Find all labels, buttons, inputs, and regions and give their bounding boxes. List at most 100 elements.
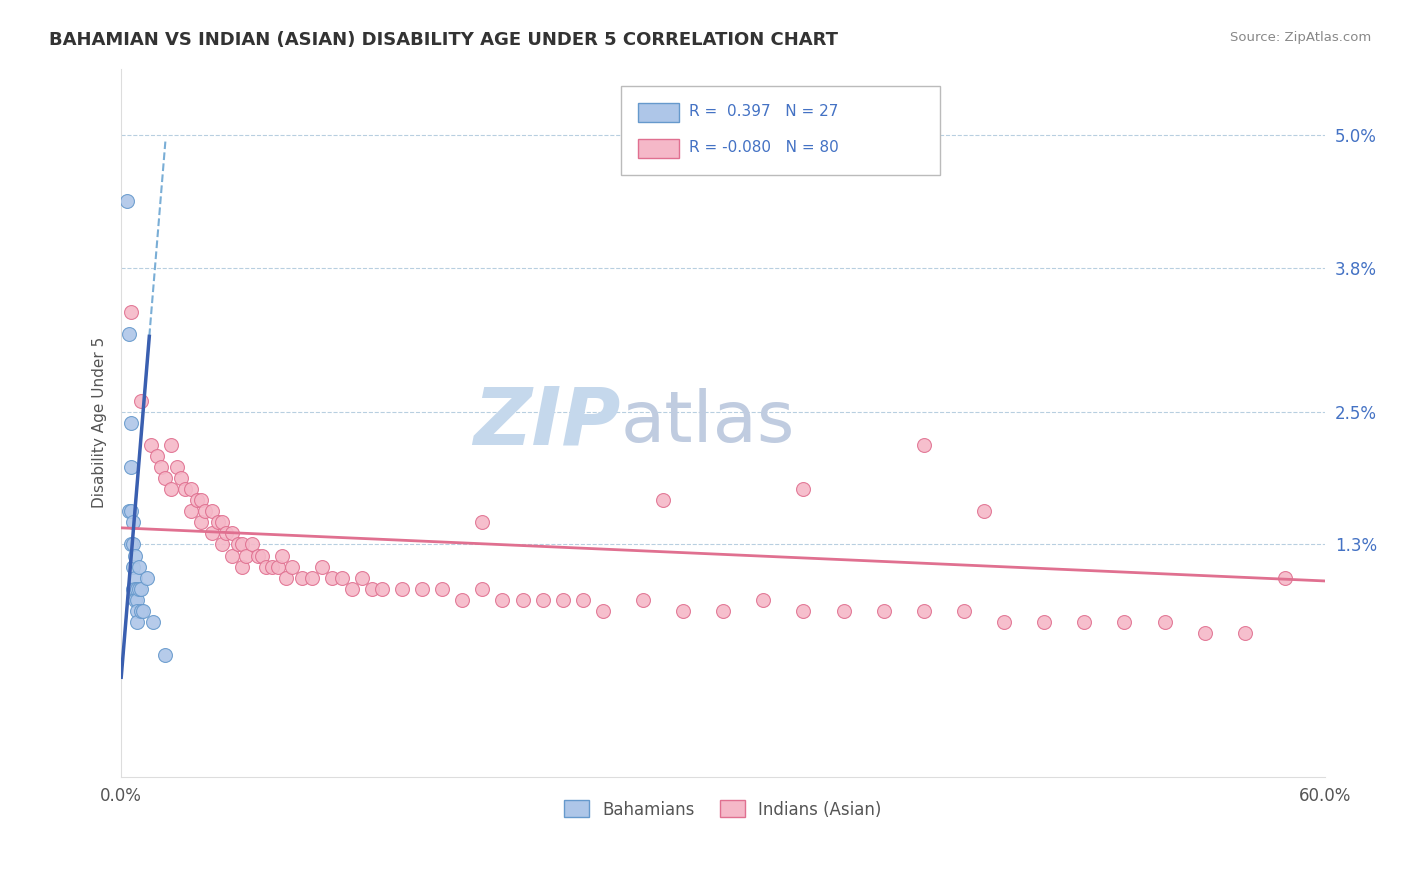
Point bbox=[200, 526, 222, 541]
Point bbox=[711, 604, 734, 618]
Point bbox=[190, 516, 212, 530]
Point bbox=[150, 460, 173, 475]
Point bbox=[231, 537, 253, 551]
Point bbox=[281, 559, 304, 574]
Legend: Bahamians, Indians (Asian): Bahamians, Indians (Asian) bbox=[558, 794, 889, 825]
Point bbox=[122, 537, 145, 551]
Point bbox=[122, 582, 145, 596]
Point bbox=[551, 592, 574, 607]
Point bbox=[471, 516, 494, 530]
Point bbox=[254, 559, 277, 574]
Text: R =  0.397   N = 27: R = 0.397 N = 27 bbox=[689, 103, 839, 119]
Point bbox=[129, 604, 152, 618]
Point bbox=[186, 493, 208, 508]
Point bbox=[122, 516, 145, 530]
Point bbox=[592, 604, 614, 618]
Point bbox=[221, 549, 243, 563]
Point bbox=[221, 526, 243, 541]
Point bbox=[127, 592, 149, 607]
Point bbox=[174, 482, 197, 496]
Point bbox=[211, 537, 233, 551]
Point bbox=[120, 460, 142, 475]
Point bbox=[1114, 615, 1136, 629]
Point bbox=[571, 592, 593, 607]
Point bbox=[146, 449, 169, 463]
Point bbox=[194, 504, 217, 518]
Point bbox=[1153, 615, 1175, 629]
Point bbox=[631, 592, 654, 607]
Point bbox=[120, 504, 142, 518]
Point bbox=[371, 582, 394, 596]
Point bbox=[231, 559, 253, 574]
Point bbox=[752, 592, 775, 607]
FancyBboxPatch shape bbox=[638, 103, 679, 121]
Point bbox=[311, 559, 333, 574]
Point bbox=[471, 582, 494, 596]
Point bbox=[124, 582, 146, 596]
Point bbox=[391, 582, 413, 596]
Point bbox=[200, 504, 222, 518]
Point bbox=[361, 582, 384, 596]
Point bbox=[321, 571, 343, 585]
Text: R = -0.080   N = 80: R = -0.080 N = 80 bbox=[689, 140, 839, 155]
Point bbox=[491, 592, 513, 607]
Point bbox=[291, 571, 314, 585]
Point bbox=[122, 559, 145, 574]
Point bbox=[912, 604, 935, 618]
Point bbox=[792, 482, 814, 496]
Point bbox=[180, 504, 202, 518]
Point bbox=[190, 493, 212, 508]
Point bbox=[1274, 571, 1296, 585]
Text: BAHAMIAN VS INDIAN (ASIAN) DISABILITY AGE UNDER 5 CORRELATION CHART: BAHAMIAN VS INDIAN (ASIAN) DISABILITY AG… bbox=[49, 31, 838, 49]
Point bbox=[207, 516, 229, 530]
Point bbox=[120, 537, 142, 551]
Point bbox=[451, 592, 474, 607]
Point bbox=[432, 582, 454, 596]
Point bbox=[350, 571, 373, 585]
FancyBboxPatch shape bbox=[638, 139, 679, 159]
Point bbox=[155, 648, 177, 662]
Point bbox=[160, 482, 183, 496]
Point bbox=[128, 559, 150, 574]
Point bbox=[120, 305, 142, 319]
Point bbox=[832, 604, 855, 618]
Point bbox=[235, 549, 257, 563]
Point bbox=[166, 460, 188, 475]
Point bbox=[124, 549, 146, 563]
Point bbox=[260, 559, 283, 574]
Point bbox=[115, 194, 138, 209]
Point bbox=[652, 493, 675, 508]
Point bbox=[1033, 615, 1056, 629]
Point bbox=[1073, 615, 1095, 629]
Point bbox=[270, 549, 292, 563]
Point bbox=[214, 526, 236, 541]
Point bbox=[226, 537, 249, 551]
Point bbox=[246, 549, 269, 563]
Point bbox=[170, 471, 193, 485]
Point bbox=[160, 438, 183, 452]
Point bbox=[127, 615, 149, 629]
Point bbox=[993, 615, 1015, 629]
Point bbox=[120, 416, 142, 430]
Point bbox=[512, 592, 534, 607]
Point bbox=[873, 604, 896, 618]
Point bbox=[1233, 626, 1256, 640]
Point bbox=[127, 604, 149, 618]
Point bbox=[792, 604, 814, 618]
Point bbox=[274, 571, 297, 585]
Point bbox=[124, 571, 146, 585]
Point bbox=[250, 549, 273, 563]
Point bbox=[411, 582, 433, 596]
Point bbox=[531, 592, 554, 607]
Point bbox=[141, 438, 163, 452]
FancyBboxPatch shape bbox=[621, 87, 939, 175]
Point bbox=[330, 571, 353, 585]
Point bbox=[1194, 626, 1216, 640]
Point bbox=[267, 559, 290, 574]
Point bbox=[155, 471, 177, 485]
Point bbox=[129, 393, 152, 408]
Point bbox=[127, 582, 149, 596]
Point bbox=[132, 604, 155, 618]
Point bbox=[118, 504, 141, 518]
Point bbox=[672, 604, 695, 618]
